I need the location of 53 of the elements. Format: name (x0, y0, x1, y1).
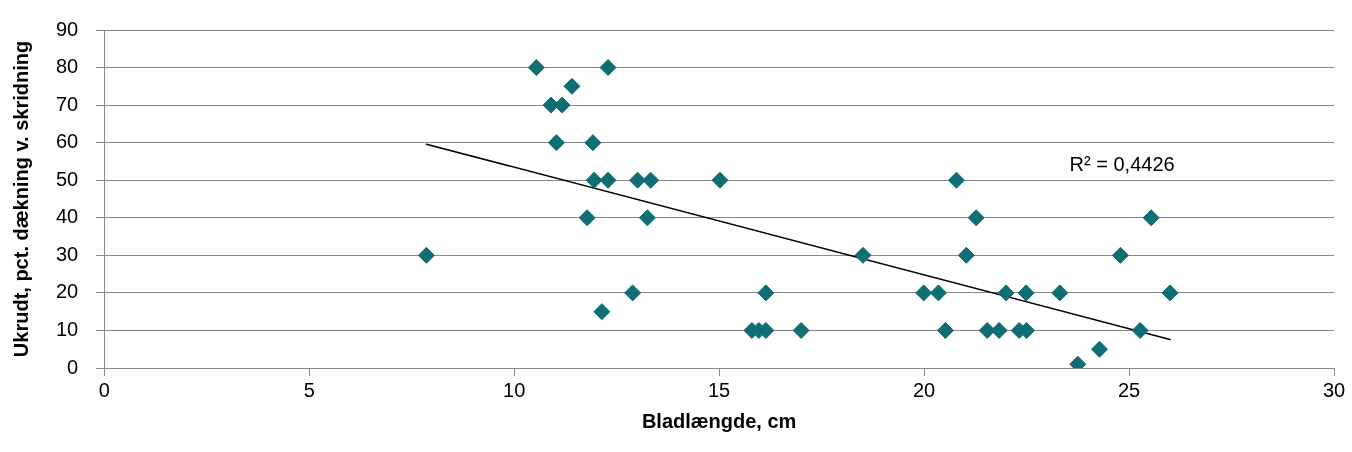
point (1091, 340, 1109, 358)
x-axis-title: Bladlængde, cm (641, 409, 797, 432)
x-tick-label: 10 (503, 378, 526, 401)
point (527, 59, 545, 77)
point (854, 246, 872, 264)
point (1017, 284, 1035, 302)
x-tick-label: 0 (98, 378, 110, 401)
point (417, 246, 435, 264)
y-tick-label: 0 (67, 355, 79, 378)
x-tick-label: 30 (1322, 378, 1346, 401)
point (978, 321, 996, 339)
point (585, 171, 603, 189)
point (915, 284, 933, 302)
point (1131, 321, 1149, 339)
point (967, 209, 985, 227)
x-tick-label: 15 (708, 378, 731, 401)
y-tick-label: 50 (56, 167, 79, 190)
point (629, 171, 647, 189)
point (578, 209, 596, 227)
y-tick-label: 10 (56, 317, 79, 340)
y-tick-label: 80 (56, 55, 79, 78)
point (547, 134, 565, 152)
point (599, 59, 617, 77)
point (1161, 284, 1179, 302)
point (957, 246, 975, 264)
point (1051, 284, 1069, 302)
point (929, 284, 947, 302)
point (624, 284, 642, 302)
annotation: R² = 0,4426 (1069, 152, 1175, 175)
y-tick-label: 20 (56, 280, 79, 303)
y-tick-label: 60 (56, 130, 79, 153)
y-tick-label: 40 (56, 205, 79, 228)
point (593, 303, 611, 321)
point (711, 171, 729, 189)
point (757, 284, 775, 302)
point (947, 171, 965, 189)
point (1142, 209, 1160, 227)
point (997, 284, 1015, 302)
point (638, 209, 656, 227)
y-tick-label: 70 (56, 92, 79, 115)
point (642, 171, 660, 189)
y-tick-label: 30 (56, 242, 79, 265)
point (599, 171, 617, 189)
x-tick-label: 5 (303, 378, 315, 401)
x-tick-label: 20 (912, 378, 936, 401)
y-axis-title: Ukrudt, pct. dækning v. skridning (9, 40, 32, 358)
point (584, 134, 602, 152)
point (792, 321, 810, 339)
point (1111, 246, 1129, 264)
y-tick-label: 90 (56, 17, 79, 40)
point (563, 77, 581, 95)
point (936, 321, 954, 339)
x-tick-label: 25 (1117, 378, 1141, 401)
